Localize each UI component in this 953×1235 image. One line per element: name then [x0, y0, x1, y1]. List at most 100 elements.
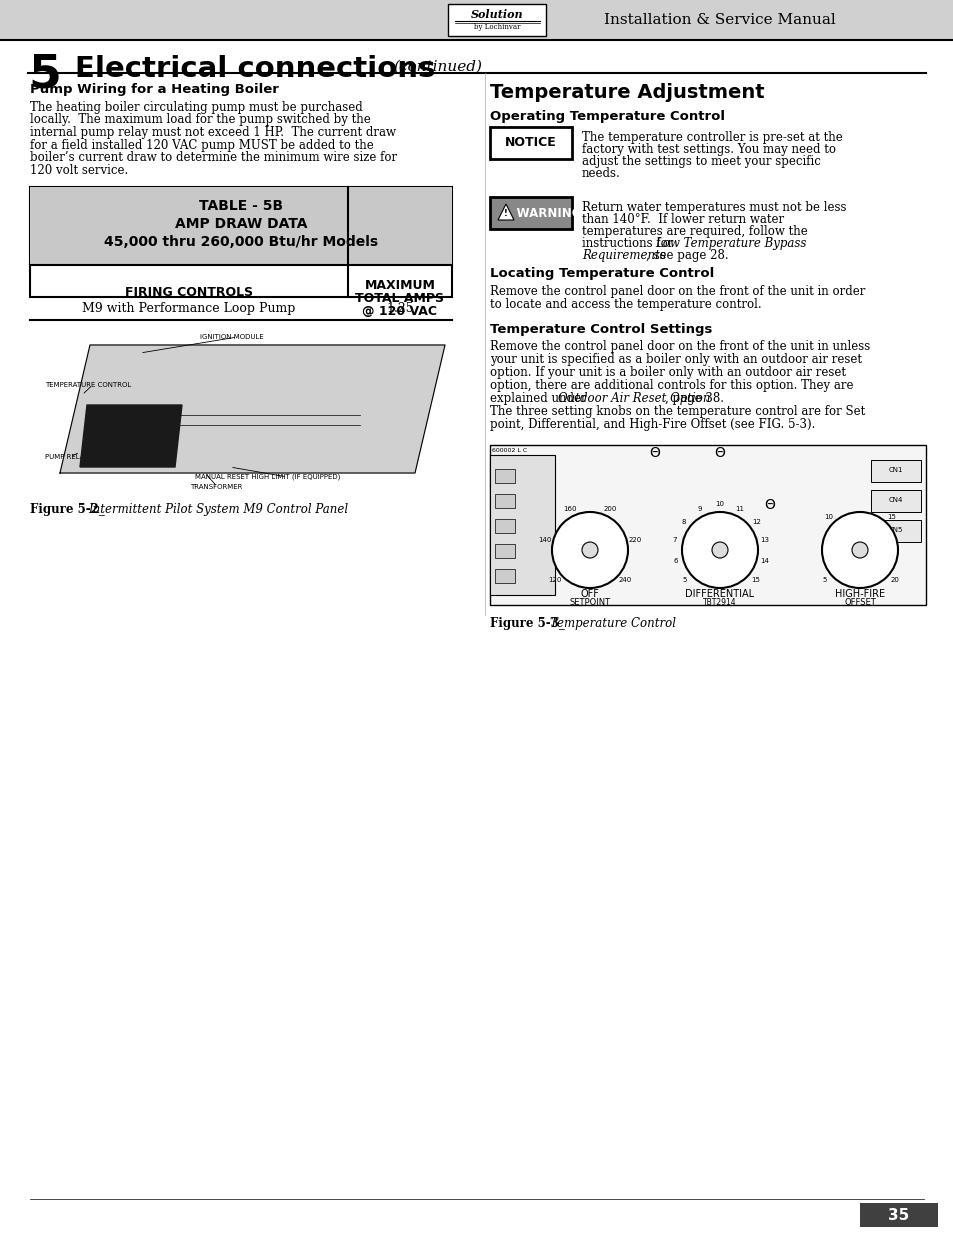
Text: 120: 120	[548, 577, 561, 583]
Text: instructions for: instructions for	[581, 237, 677, 249]
Text: 15: 15	[750, 577, 759, 583]
Text: Remove the control panel door on the front of the unit in order: Remove the control panel door on the fro…	[490, 285, 864, 298]
Text: NOTICE: NOTICE	[504, 137, 557, 149]
Text: 5: 5	[821, 577, 826, 583]
Bar	[30, 186, 452, 266]
Text: TRANSFORMER: TRANSFORMER	[190, 484, 242, 490]
Text: 45,000 thru 260,000 Btu/hr Models: 45,000 thru 260,000 Btu/hr Models	[104, 235, 377, 249]
Text: MANUAL RESET HIGH LIMIT (IF EQUIPPED): MANUAL RESET HIGH LIMIT (IF EQUIPPED)	[194, 474, 340, 480]
Text: The temperature controller is pre-set at the: The temperature controller is pre-set at…	[581, 131, 841, 144]
Polygon shape	[60, 345, 444, 473]
Text: Low Temperature Bypass: Low Temperature Bypass	[655, 237, 805, 249]
Text: 35: 35	[887, 1208, 908, 1223]
Text: CN5: CN5	[888, 527, 902, 534]
Text: The heating boiler circulating pump must be purchased: The heating boiler circulating pump must…	[30, 101, 362, 114]
Text: for a field installed 120 VAC pump MUST be added to the: for a field installed 120 VAC pump MUST …	[30, 138, 374, 152]
Text: Temperature Control: Temperature Control	[550, 618, 676, 630]
Text: Solution: Solution	[470, 10, 523, 21]
Text: OFF: OFF	[580, 589, 598, 599]
Text: TOTAL AMPS: TOTAL AMPS	[355, 291, 444, 305]
Text: DIFFERENTIAL: DIFFERENTIAL	[684, 589, 754, 599]
Text: your unit is specified as a boiler only with an outdoor air reset: your unit is specified as a boiler only …	[490, 353, 862, 366]
Bar	[490, 454, 555, 595]
Text: 10: 10	[715, 501, 723, 508]
Text: 600002 L C: 600002 L C	[492, 448, 527, 453]
Text: boiler’s current draw to determine the minimum wire size for: boiler’s current draw to determine the m…	[30, 151, 396, 164]
Text: 7: 7	[672, 537, 677, 543]
Text: 14: 14	[760, 558, 768, 564]
Bar	[495, 519, 515, 534]
Text: needs.: needs.	[581, 167, 620, 180]
Bar	[30, 186, 452, 296]
Bar	[0, 0, 953, 40]
Text: 1.25: 1.25	[386, 303, 414, 315]
Text: point, Differential, and High-Fire Offset (see FIG. 5-3).: point, Differential, and High-Fire Offse…	[490, 417, 815, 431]
Text: , see page 28.: , see page 28.	[645, 249, 728, 262]
Text: by Lochinvar: by Lochinvar	[474, 23, 519, 31]
Bar	[495, 469, 515, 483]
Text: 120 volt service.: 120 volt service.	[30, 163, 128, 177]
Circle shape	[581, 542, 598, 558]
Text: FIRING CONTROLS: FIRING CONTROLS	[125, 287, 253, 299]
Text: 12: 12	[751, 519, 760, 525]
Circle shape	[552, 513, 627, 588]
Text: 240: 240	[618, 577, 631, 583]
Text: Electrical connections: Electrical connections	[75, 56, 435, 83]
Text: 160: 160	[562, 505, 576, 511]
Bar	[870, 490, 920, 513]
Text: Θ: Θ	[763, 498, 775, 513]
Text: TABLE - 5B: TABLE - 5B	[199, 199, 283, 212]
Text: Pump Wiring for a Heating Boiler: Pump Wiring for a Heating Boiler	[30, 83, 278, 96]
Bar	[490, 127, 572, 159]
Text: 6: 6	[673, 558, 677, 564]
Text: 15: 15	[886, 514, 895, 520]
Text: 5: 5	[681, 577, 686, 583]
Text: (continued): (continued)	[393, 61, 481, 74]
Text: 10: 10	[823, 514, 832, 520]
Text: The three setting knobs on the temperature control are for Set: The three setting knobs on the temperatu…	[490, 405, 864, 417]
Text: CN4: CN4	[888, 496, 902, 503]
Text: AMP DRAW DATA: AMP DRAW DATA	[174, 217, 307, 231]
Text: Figure 5-3_: Figure 5-3_	[490, 618, 564, 630]
Text: 8: 8	[680, 519, 685, 525]
Text: adjust the settings to meet your specific: adjust the settings to meet your specifi…	[581, 156, 820, 168]
Text: to locate and access the temperature control.: to locate and access the temperature con…	[490, 298, 760, 311]
Text: M9 with Performance Loop Pump: M9 with Performance Loop Pump	[82, 303, 295, 315]
Text: Θ: Θ	[649, 446, 659, 459]
Text: Return water temperatures must not be less: Return water temperatures must not be le…	[581, 201, 845, 214]
Text: Outdoor Air Reset Option: Outdoor Air Reset Option	[558, 391, 710, 405]
Text: 13: 13	[760, 537, 769, 543]
Text: 200: 200	[603, 505, 617, 511]
Text: temperatures are required, follow the: temperatures are required, follow the	[581, 225, 807, 238]
Text: 20: 20	[890, 577, 899, 583]
Text: , page 38.: , page 38.	[664, 391, 723, 405]
Text: SETPOINT: SETPOINT	[569, 598, 610, 606]
Text: Intermittent Pilot System M9 Control Panel: Intermittent Pilot System M9 Control Pan…	[88, 503, 348, 516]
Text: Temperature Control Settings: Temperature Control Settings	[490, 324, 712, 336]
Bar	[490, 445, 925, 605]
Text: PUMP RELAY: PUMP RELAY	[45, 454, 89, 459]
Bar	[870, 520, 920, 542]
Text: Figure 5-2_: Figure 5-2_	[30, 503, 105, 516]
Bar	[495, 543, 515, 558]
Text: ⚠ WARNING: ⚠ WARNING	[501, 206, 581, 220]
Text: option, there are additional controls for this option. They are: option, there are additional controls fo…	[490, 379, 853, 391]
Text: IGNITION MODULE: IGNITION MODULE	[200, 333, 263, 340]
Text: !: !	[503, 210, 507, 219]
Text: TBT2914: TBT2914	[702, 598, 736, 606]
Circle shape	[821, 513, 897, 588]
Text: CN1: CN1	[888, 467, 902, 473]
Text: option. If your unit is a boiler only with an outdoor air reset: option. If your unit is a boiler only wi…	[490, 366, 845, 379]
Text: Temperature Adjustment: Temperature Adjustment	[490, 83, 763, 103]
Circle shape	[711, 542, 727, 558]
Text: Operating Temperature Control: Operating Temperature Control	[490, 110, 724, 124]
Polygon shape	[497, 204, 514, 220]
Text: Locating Temperature Control: Locating Temperature Control	[490, 267, 714, 280]
Text: Installation & Service Manual: Installation & Service Manual	[603, 14, 835, 27]
Text: HIGH-FIRE: HIGH-FIRE	[834, 589, 884, 599]
Bar	[859, 1203, 937, 1228]
Text: Remove the control panel door on the front of the unit in unless: Remove the control panel door on the fro…	[490, 340, 869, 353]
Bar	[490, 198, 572, 228]
Text: MAXIMUM: MAXIMUM	[364, 279, 435, 291]
Text: 220: 220	[628, 537, 641, 543]
